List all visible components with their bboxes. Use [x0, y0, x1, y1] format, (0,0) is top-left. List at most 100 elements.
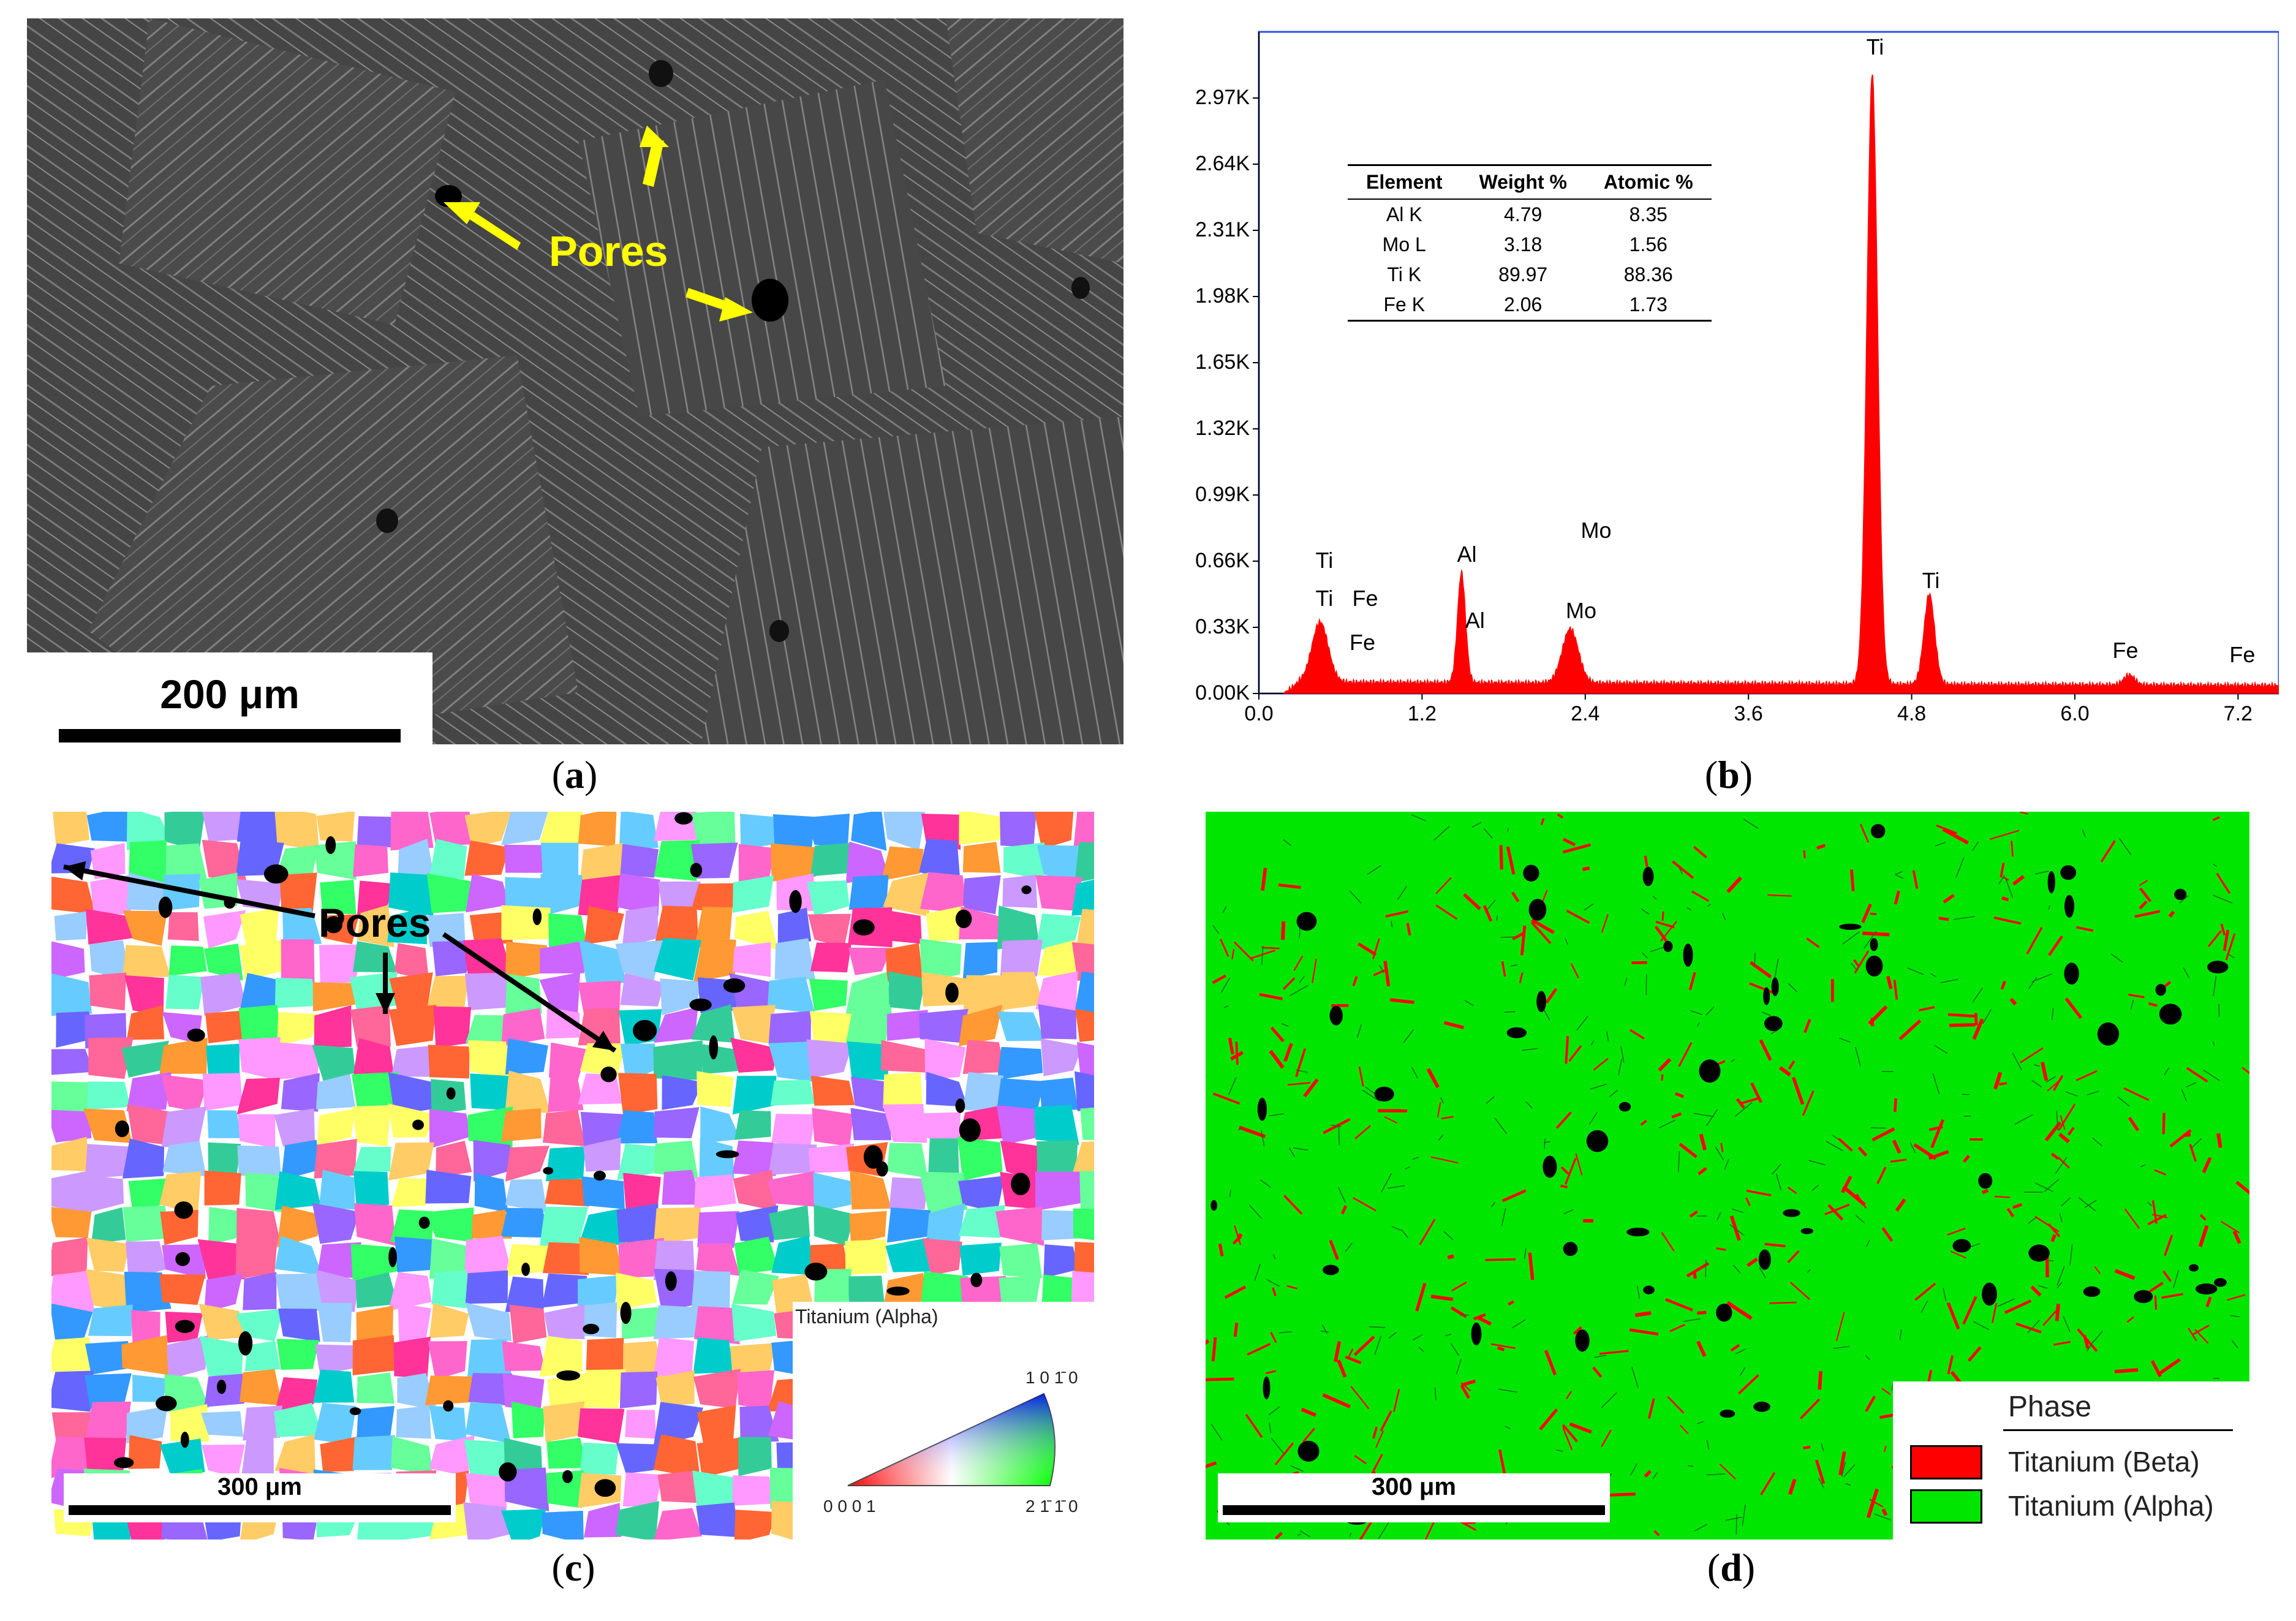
- grain: [85, 1144, 132, 1179]
- boundary: [1743, 818, 1759, 829]
- beta-lath: [1501, 961, 1506, 977]
- grain: [468, 1040, 513, 1080]
- pore: [1771, 977, 1779, 997]
- beta-lath: [2055, 1304, 2060, 1321]
- grain: [1003, 842, 1044, 880]
- eds-chart: [1253, 31, 2279, 700]
- beta-lath: [1460, 1385, 1470, 1399]
- grain: [694, 1174, 736, 1209]
- boundary: [1864, 931, 1877, 949]
- grain: [429, 1405, 467, 1442]
- pore: [1297, 1440, 1320, 1462]
- boundary: [1706, 1440, 1710, 1450]
- grain: [357, 880, 396, 917]
- beta-lath: [1788, 1478, 1797, 1495]
- boundary: [1641, 908, 1650, 915]
- grain: [240, 907, 279, 946]
- boundary: [1443, 1231, 1454, 1241]
- boundary: [2065, 1091, 2078, 1097]
- grain: [962, 1071, 1003, 1114]
- pore: [752, 279, 788, 322]
- boundary: [2027, 1320, 2041, 1334]
- boundary: [1498, 1388, 1517, 1393]
- pore: [1870, 938, 1878, 951]
- beta-lath: [1451, 1281, 1467, 1292]
- grain: [999, 972, 1043, 1011]
- beta-lath: [1247, 1343, 1271, 1356]
- grain: [736, 1370, 774, 1411]
- grain: [199, 1336, 244, 1379]
- pore: [955, 909, 972, 929]
- grain: [505, 1179, 548, 1213]
- boundary: [1391, 921, 1393, 928]
- grain: [584, 1369, 627, 1408]
- grain: [616, 1501, 660, 1540]
- pore: [412, 1119, 424, 1130]
- grain: [692, 1470, 741, 1508]
- boundary: [2031, 973, 2053, 983]
- boundary: [2093, 1331, 2103, 1342]
- beta-lath: [2162, 1270, 2172, 1282]
- beta-lath: [1648, 1398, 1655, 1419]
- y-tick-label: 2.31K: [1195, 218, 1250, 241]
- grain: [848, 875, 889, 910]
- beta-lath: [2139, 880, 2148, 886]
- grain: [768, 1143, 817, 1175]
- grain: [203, 910, 246, 949]
- beta-lath: [1233, 1323, 1239, 1337]
- grain: [352, 1435, 395, 1470]
- grain: [314, 1005, 352, 1048]
- grain: [886, 1010, 928, 1041]
- boundary: [1588, 1112, 1598, 1125]
- pore: [1870, 824, 1886, 839]
- beta-lath: [1519, 972, 1524, 983]
- beta-lath: [1835, 1312, 1845, 1342]
- grain: [734, 1236, 779, 1275]
- beta-lath: [2241, 1067, 2249, 1075]
- pore: [2207, 961, 2229, 973]
- boundary: [2213, 976, 2217, 997]
- boundary: [1464, 1000, 1474, 1007]
- beta-lath: [1555, 1111, 1572, 1129]
- pore: [175, 1320, 195, 1333]
- beta-lath: [1562, 843, 1592, 854]
- scale-label: 300 μm: [1372, 1473, 1456, 1500]
- boundary: [1486, 1095, 1495, 1105]
- grain: [738, 1437, 772, 1476]
- grain: [505, 941, 548, 980]
- grain: [814, 1204, 855, 1246]
- grain: [350, 1005, 391, 1048]
- beta-lath: [1301, 1407, 1316, 1417]
- boundary: [1735, 1102, 1753, 1117]
- grain: [616, 1203, 659, 1246]
- pore: [709, 1035, 719, 1060]
- grain: [357, 1405, 395, 1445]
- boundary: [2130, 999, 2134, 1010]
- grain: [501, 905, 551, 940]
- table-row: Ti K 89.97 88.36: [1387, 263, 1673, 285]
- boundary: [1350, 1532, 1351, 1537]
- boundary: [1715, 1146, 1724, 1161]
- grain: [813, 1172, 852, 1213]
- beta-lath: [1868, 1005, 1888, 1026]
- beta-lath: [2076, 926, 2094, 932]
- grain: [617, 873, 660, 916]
- beta-lath: [1947, 1013, 1977, 1018]
- beta-lath: [1575, 1153, 1583, 1176]
- pore: [2064, 894, 2075, 918]
- beta-lath: [1437, 1101, 1441, 1117]
- boundary: [1707, 904, 1711, 907]
- boundary: [1400, 1229, 1409, 1239]
- beta-lath: [1787, 1250, 1800, 1263]
- beta-lath: [1560, 1184, 1568, 1188]
- beta-lath: [2139, 887, 2152, 902]
- grain: [616, 1110, 658, 1144]
- grain: [886, 1207, 931, 1243]
- legend-label-alpha: Titanium (Alpha): [2008, 1490, 2214, 1522]
- pore: [689, 998, 712, 1011]
- beta-lath: [1788, 1187, 1797, 1195]
- grain: [319, 944, 361, 983]
- grain: [655, 1370, 695, 1407]
- pore: [115, 1120, 129, 1138]
- pore: [1764, 1016, 1783, 1032]
